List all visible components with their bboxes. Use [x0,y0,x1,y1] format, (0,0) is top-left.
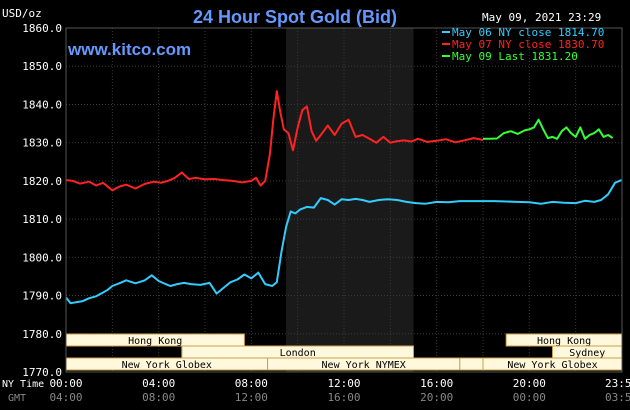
x-tick-label-ny: 04:00 [142,377,175,390]
x-tick-label-gmt: 03:59 [605,391,630,404]
gmt-label: GMT [8,393,26,404]
session-bars: Hong Kong London New York Globex New York N… [65,333,623,371]
session-label: London [280,348,316,359]
session-label: New York Globex [507,360,597,371]
session-label: Sydney [569,348,605,359]
plot-frame [65,27,623,373]
unit-label: USD/oz [2,7,42,20]
x-tick-label-ny: 00:00 [49,377,82,390]
y-tick-label: 1790.0 [22,290,62,303]
x-tick-label-ny: 12:00 [327,377,360,390]
x-tick-label-gmt: 12:00 [235,391,268,404]
legend-entry: May 06 NY close 1814.70 [452,26,604,39]
session-label: Hong Kong [128,336,182,347]
session-label: Hong Kong [537,336,591,347]
x-tick-label-gmt: 16:00 [327,391,360,404]
x-tick-label-ny: 08:00 [235,377,268,390]
y-tick-label: 1780.0 [22,328,62,341]
session-label: New York NYMEX [322,360,406,371]
watermark: www.kitco.com [67,40,191,59]
y-tick-label: 1770.0 [22,366,62,379]
y-tick-label: 1830.0 [22,137,62,150]
x-tick-label-ny: 20:00 [513,377,546,390]
x-tick-label-gmt: 00:00 [513,391,546,404]
series-line-3 [483,118,614,140]
y-tick-label: 1800.0 [22,251,62,264]
legend-entry: May 07 NY close 1830.70 [452,38,604,51]
axes: 1770.0 1780.0 1790.0 1800.0 1810.0 1820.0 1830… [22,22,630,404]
x-tick-label-gmt: 08:00 [142,391,175,404]
datetime-label: May 09, 2021 23:29 [482,11,601,24]
y-tick-label: 1840.0 [22,98,62,111]
y-tick-label: 1850.0 [22,60,62,73]
y-tick-label: 1860.0 [22,22,62,35]
x-tick-label-gmt: 04:00 [49,391,82,404]
ny-time-label: NY Time [2,379,44,390]
legend-entry: May 09 Last 1831.20 [452,50,578,63]
x-tick-label-ny: 16:00 [420,377,453,390]
series-lines [65,90,622,305]
y-tick-label: 1820.0 [22,175,62,188]
x-tick-label-gmt: 20:00 [420,391,453,404]
chart-title: 24 Hour Spot Gold (Bid) [193,7,397,27]
series-line-1 [65,179,622,305]
x-tick-label-ny: 23:59 [605,377,630,390]
y-tick-label: 1810.0 [22,213,62,226]
session-label: New York Globex [122,360,212,371]
series-line-2 [65,90,484,192]
